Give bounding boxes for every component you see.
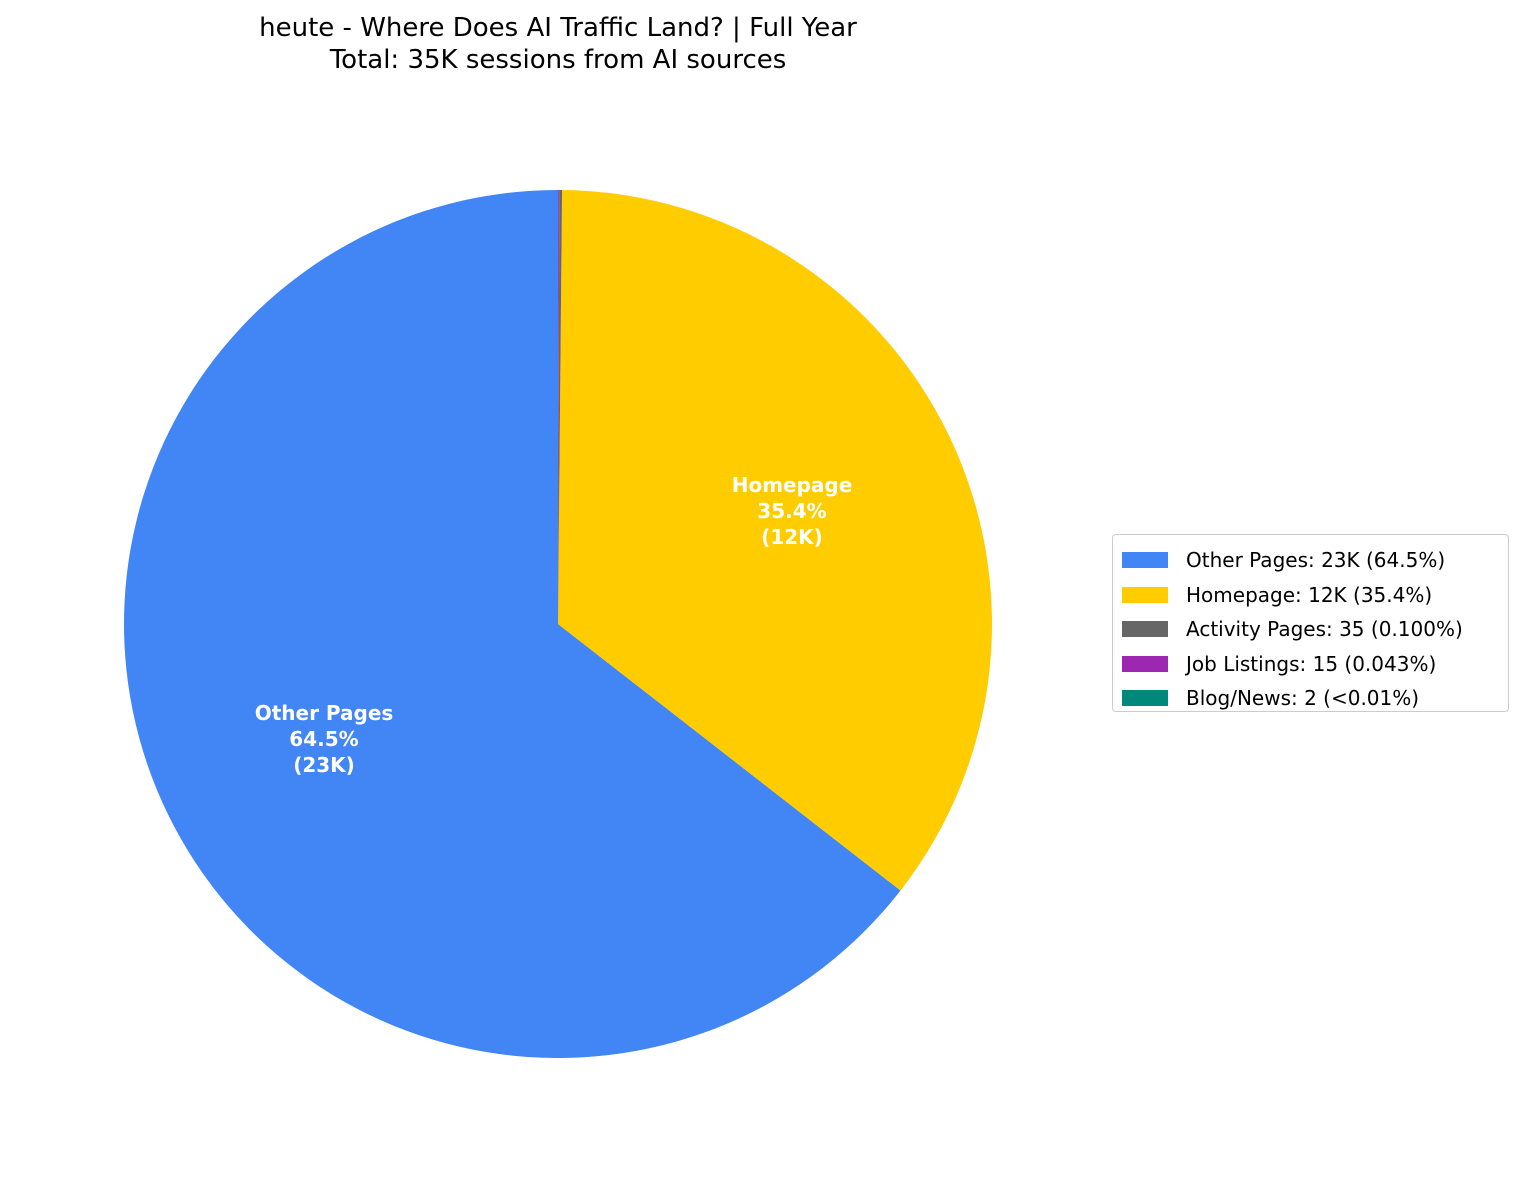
legend: Other Pages: 23K (64.5%) Homepage: 12K (… [1112,534,1509,712]
legend-item-other-pages: Other Pages: 23K (64.5%) [1122,543,1500,578]
slice-label-value: (23K) [293,753,355,777]
legend-item-job-listings: Job Listings: 15 (0.043%) [1122,647,1500,682]
slice-label-other-pages: Other Pages 64.5% (23K) [255,700,394,778]
slice-label-percent: 35.4% [757,499,827,523]
legend-item-blog-news: Blog/News: 2 (<0.01%) [1122,681,1500,716]
legend-item-homepage: Homepage: 12K (35.4%) [1122,578,1500,613]
legend-label: Activity Pages: 35 (0.100%) [1186,617,1463,642]
slice-label-value: (12K) [761,525,823,549]
legend-swatch [1122,621,1168,638]
chart-title-line1: heute - Where Does AI Traffic Land? | Fu… [259,13,857,43]
slice-label-percent: 64.5% [289,727,359,751]
chart-title: heute - Where Does AI Traffic Land? | Fu… [0,12,1116,76]
pie-slice-other-pages [124,190,901,1058]
legend-swatch [1122,655,1168,672]
slice-label-name: Other Pages [254,701,394,725]
slice-label-homepage: Homepage 35.4% (12K) [732,472,853,550]
chart-title-line2: Total: 35K sessions from AI sources [329,45,787,75]
pie-slice-job-listings [558,190,560,624]
legend-label: Other Pages: 23K (64.5%) [1186,548,1446,573]
legend-swatch [1122,552,1168,569]
slice-label-name: Homepage [731,473,853,497]
legend-swatch [1122,690,1168,707]
legend-item-activity-pages: Activity Pages: 35 (0.100%) [1122,612,1500,647]
legend-label: Job Listings: 15 (0.043%) [1186,651,1437,676]
legend-label: Homepage: 12K (35.4%) [1186,582,1433,607]
legend-swatch [1122,586,1168,603]
pie-slice-activity-pages [558,190,563,624]
pie-chart [124,190,992,1058]
legend-label: Blog/News: 2 (<0.01%) [1186,686,1420,711]
pie-slice-homepage [558,190,992,891]
